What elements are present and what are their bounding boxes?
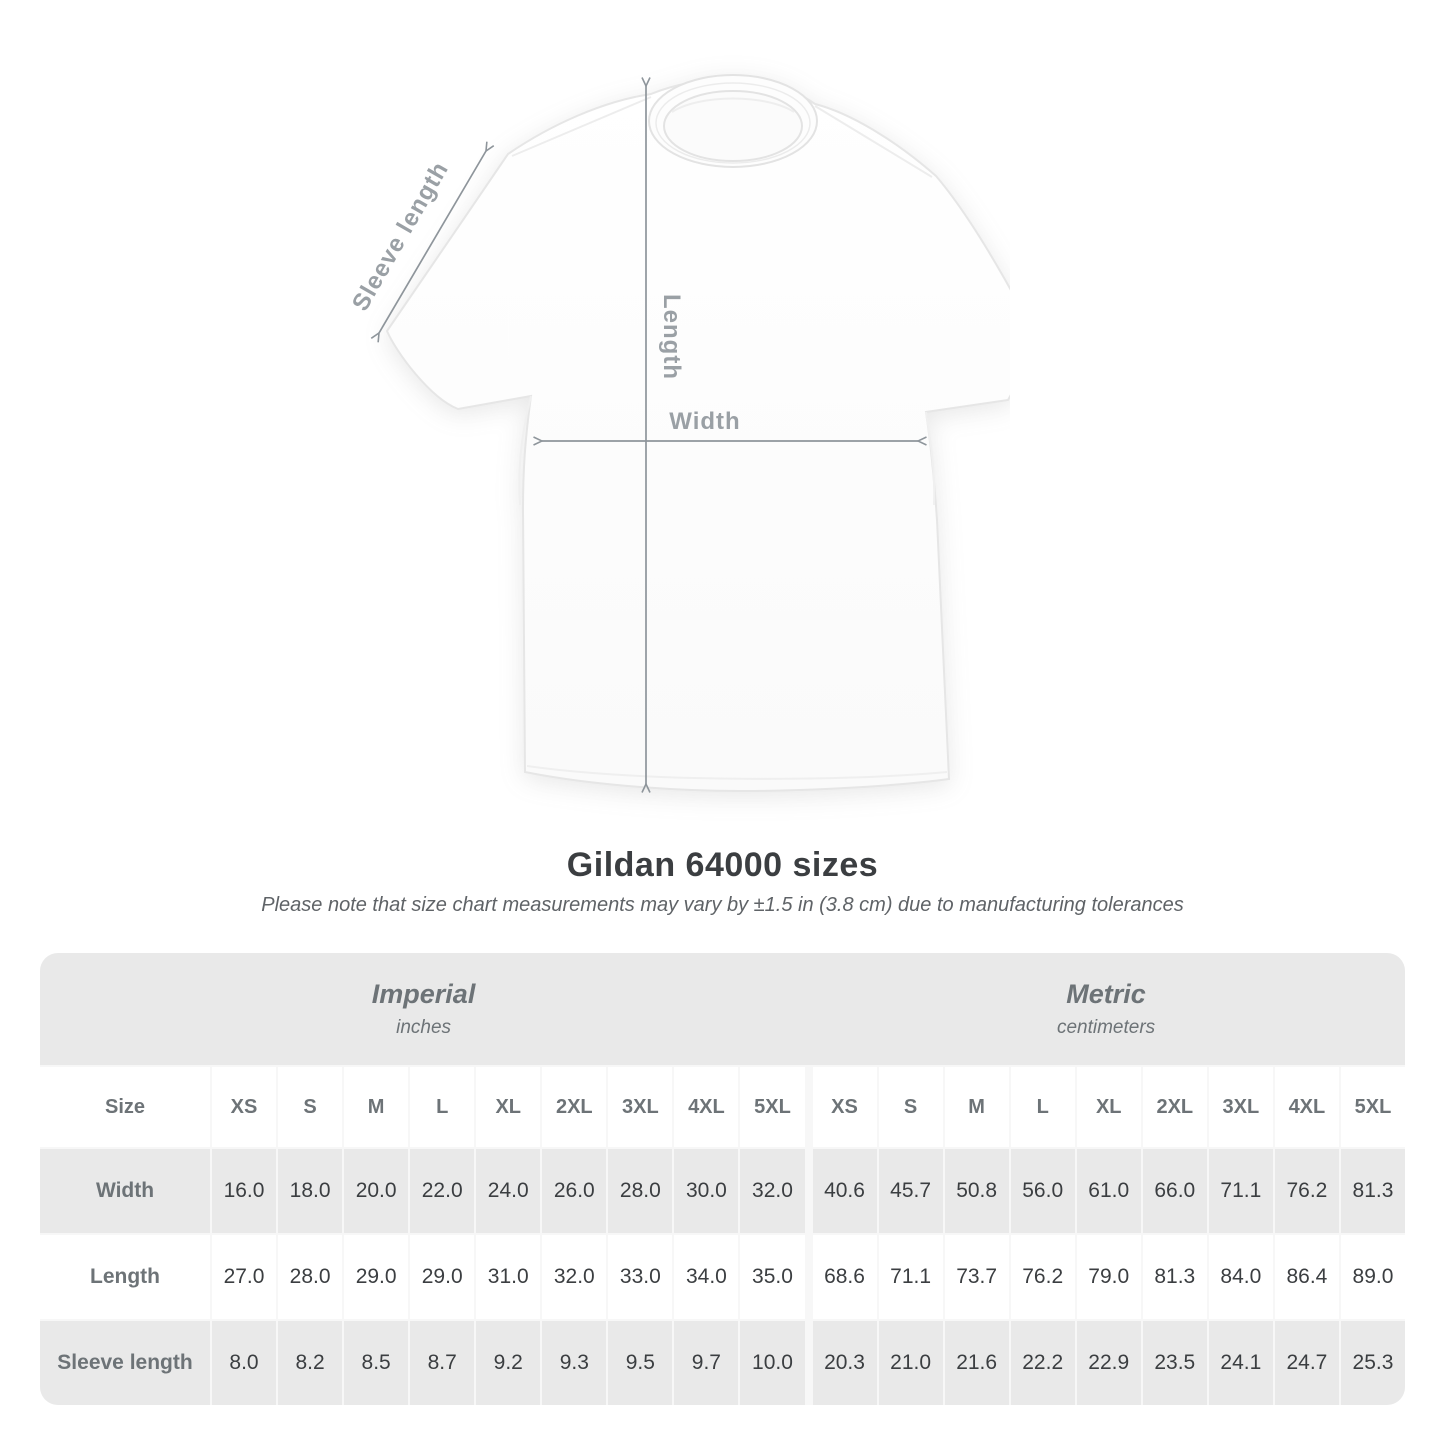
imperial-group-title: Imperial [371, 979, 476, 1009]
size-header: XS [212, 1067, 277, 1147]
metric-group: Metric centimeters [807, 979, 1405, 1039]
column-spacer [807, 1321, 811, 1405]
width-value: 50.8 [944, 1149, 1009, 1233]
sleeve-value: 20.3 [812, 1321, 877, 1405]
sleeve-value: 9.7 [674, 1321, 739, 1405]
length-value: 34.0 [674, 1235, 739, 1319]
sleeve-arrow [379, 151, 486, 333]
size-header: 2XL [542, 1067, 607, 1147]
sleeve-value: 25.3 [1340, 1321, 1405, 1405]
tshirt-diagram: Sleeve length Length Width [347, 74, 1010, 830]
width-value: 56.0 [1010, 1149, 1075, 1233]
tshirt-shape [385, 74, 1010, 793]
tshirt-illustration: Sleeve length Length Width [347, 74, 1010, 835]
width-value: 81.3 [1340, 1149, 1405, 1233]
size-header: 3XL [608, 1067, 673, 1147]
length-value: 27.0 [212, 1235, 277, 1319]
size-header: 4XL [674, 1067, 739, 1147]
width-value: 30.0 [674, 1149, 739, 1233]
length-row-label: Length [40, 1235, 210, 1319]
width-value: 18.0 [278, 1149, 343, 1233]
length-value: 71.1 [878, 1235, 943, 1319]
length-value: 86.4 [1274, 1235, 1339, 1319]
unit-group-header: Imperial inches Metric centimeters [40, 953, 1405, 1065]
sleeve-value: 8.2 [278, 1321, 343, 1405]
width-value: 66.0 [1142, 1149, 1207, 1233]
length-label: Length [658, 294, 685, 380]
sleeve-value: 22.9 [1076, 1321, 1141, 1405]
width-row-label: Width [40, 1149, 210, 1233]
size-header: 4XL [1274, 1067, 1339, 1147]
width-value: 24.0 [476, 1149, 541, 1233]
page-subtitle: Please note that size chart measurements… [261, 894, 1184, 916]
width-value: 28.0 [608, 1149, 673, 1233]
length-value: 84.0 [1208, 1235, 1273, 1319]
width-value: 32.0 [740, 1149, 805, 1233]
page-title: Gildan 64000 sizes [566, 846, 879, 884]
sleeve-value: 24.1 [1208, 1321, 1273, 1405]
length-value: 28.0 [278, 1235, 343, 1319]
width-value: 76.2 [1274, 1149, 1339, 1233]
sleeve-value: 8.0 [212, 1321, 277, 1405]
sleeve-value: 21.0 [878, 1321, 943, 1405]
width-value: 22.0 [410, 1149, 475, 1233]
metric-group-unit: centimeters [1056, 1017, 1156, 1038]
column-spacer [807, 1149, 811, 1233]
imperial-group: Imperial inches [40, 979, 807, 1039]
sleeve-value: 23.5 [1142, 1321, 1207, 1405]
length-value: 29.0 [410, 1235, 475, 1319]
length-value: 89.0 [1340, 1235, 1405, 1319]
sleeve-value: 22.2 [1010, 1321, 1075, 1405]
size-header: L [1010, 1067, 1075, 1147]
size-column-header: Size [40, 1067, 210, 1147]
length-value: 33.0 [608, 1235, 673, 1319]
width-value: 71.1 [1208, 1149, 1273, 1233]
size-header: M [944, 1067, 1009, 1147]
length-value: 68.6 [812, 1235, 877, 1319]
size-header: XL [476, 1067, 541, 1147]
size-header: 3XL [1208, 1067, 1273, 1147]
length-value: 79.0 [1076, 1235, 1141, 1319]
sleeve-value: 9.3 [542, 1321, 607, 1405]
size-header: M [344, 1067, 409, 1147]
size-header: XL [1076, 1067, 1141, 1147]
column-spacer [807, 1067, 811, 1147]
sleeve-value: 21.6 [944, 1321, 1009, 1405]
size-header: S [878, 1067, 943, 1147]
length-value: 32.0 [542, 1235, 607, 1319]
length-value: 81.3 [1142, 1235, 1207, 1319]
width-label: Width [669, 408, 740, 435]
sleeve-value: 8.7 [410, 1321, 475, 1405]
width-value: 16.0 [212, 1149, 277, 1233]
length-value: 35.0 [740, 1235, 805, 1319]
length-value: 73.7 [944, 1235, 1009, 1319]
width-value: 20.0 [344, 1149, 409, 1233]
length-value: 29.0 [344, 1235, 409, 1319]
size-header: 5XL [1340, 1067, 1405, 1147]
sleeve-row-label: Sleeve length [40, 1321, 210, 1405]
size-header: L [410, 1067, 475, 1147]
width-value: 26.0 [542, 1149, 607, 1233]
sleeve-value: 9.5 [608, 1321, 673, 1405]
measurement-arrows [379, 86, 918, 784]
sleeve-value: 10.0 [740, 1321, 805, 1405]
length-value: 31.0 [476, 1235, 541, 1319]
sleeve-value: 24.7 [1274, 1321, 1339, 1405]
sleeve-value: 9.2 [476, 1321, 541, 1405]
metric-group-title: Metric [1066, 979, 1146, 1009]
width-value: 40.6 [812, 1149, 877, 1233]
column-spacer [807, 1235, 811, 1319]
length-value: 76.2 [1010, 1235, 1075, 1319]
size-table: Imperial inches Metric centimeters Size … [40, 953, 1405, 1405]
size-header: 2XL [1142, 1067, 1207, 1147]
imperial-group-unit: inches [396, 1017, 452, 1038]
width-value: 45.7 [878, 1149, 943, 1233]
sleeve-value: 8.5 [344, 1321, 409, 1405]
width-value: 61.0 [1076, 1149, 1141, 1233]
size-header: 5XL [740, 1067, 805, 1147]
size-header: XS [812, 1067, 877, 1147]
size-header: S [278, 1067, 343, 1147]
